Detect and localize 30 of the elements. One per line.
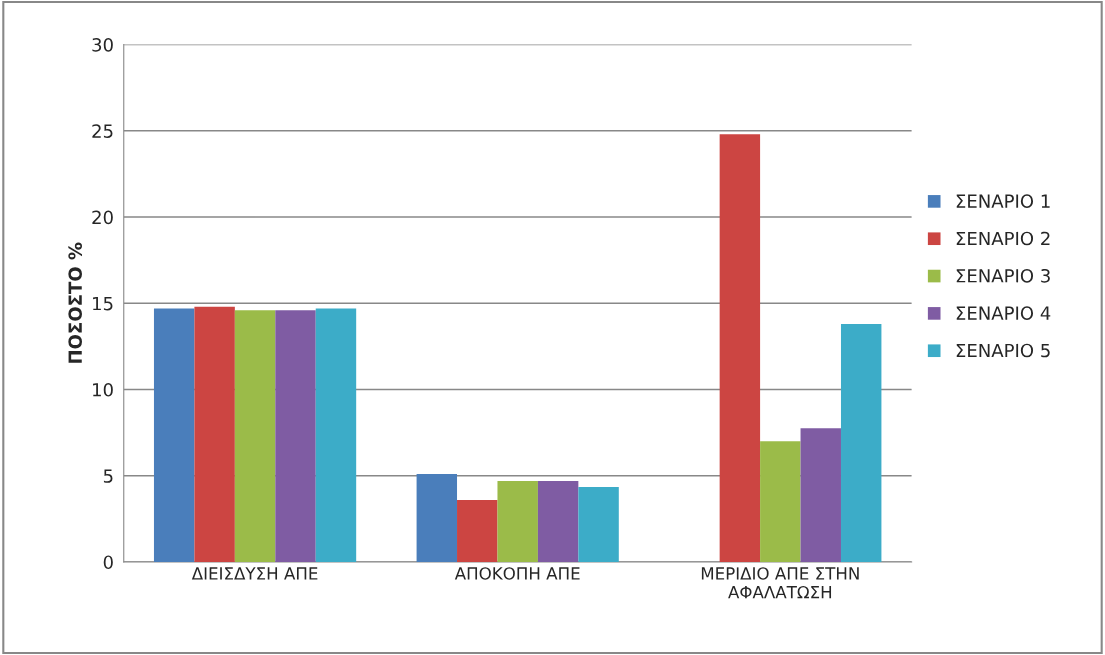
bar bbox=[457, 499, 498, 562]
legend-label: ΣΕΝΑΡΙΟ 2 bbox=[956, 231, 1050, 246]
bar bbox=[800, 428, 841, 562]
y-tick-label: 20 bbox=[92, 210, 113, 225]
y-tick-label: 30 bbox=[92, 38, 113, 52]
y-tick-label: 0 bbox=[103, 555, 113, 570]
bar bbox=[537, 480, 579, 562]
x-tick-label: ΔΙΕΙΣΔΥΣΗ ΑΠΕ bbox=[191, 567, 318, 580]
bar bbox=[275, 310, 316, 562]
y-tick-label: 10 bbox=[93, 382, 113, 397]
x-tick-label: ΑΠΟΚΟΠΗ ΑΠΕ bbox=[454, 567, 580, 580]
bar bbox=[234, 310, 276, 562]
y-tick-label: 5 bbox=[103, 469, 113, 483]
bar bbox=[315, 308, 357, 562]
legend-label: ΣΕΝΑΡΙΟ 3 bbox=[956, 268, 1050, 283]
legend-label: ΣΕΝΑΡΙΟ 1 bbox=[956, 194, 1050, 208]
bar bbox=[760, 441, 801, 562]
bar bbox=[194, 306, 235, 562]
y-axis-title: ΠΟΣΟΣΤΟ % bbox=[68, 242, 83, 363]
y-tick-label: 25 bbox=[92, 124, 113, 138]
bar bbox=[578, 486, 619, 562]
bar bbox=[153, 308, 195, 562]
bar bbox=[840, 323, 882, 562]
y-tick-label: 15 bbox=[93, 296, 113, 311]
legend-label: ΣΕΝΑΡΙΟ 5 bbox=[956, 343, 1050, 358]
bar bbox=[416, 474, 458, 562]
legend-label: ΣΕΝΑΡΙΟ 4 bbox=[956, 306, 1051, 320]
x-tick-label: ΜΕΡΙΔΙΟ ΑΠΕ ΣΤΗΝ ΑΦΑΛΑΤΩΣΗ bbox=[701, 567, 859, 599]
bar bbox=[719, 134, 761, 562]
bar bbox=[497, 480, 538, 562]
